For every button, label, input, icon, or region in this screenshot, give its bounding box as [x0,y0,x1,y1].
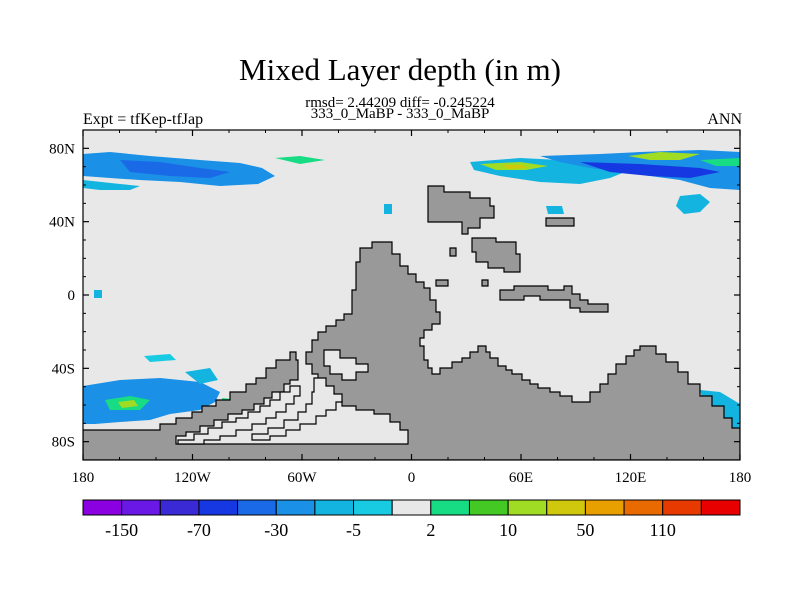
contour-patch [502,165,528,169]
land-mass [481,279,489,287]
land-mass [435,279,449,287]
colorbar-swatch [353,499,393,516]
land-mass [499,285,609,313]
colorbar-swatch [237,499,277,516]
channel [177,385,301,445]
land-masses [83,185,740,460]
stats-subtitle: rmsd= 2.44209 diff= -0.245224 [305,95,495,111]
contour-patch [384,204,392,214]
x-tick-label: 0 [408,470,416,486]
colorbar-label: -70 [187,520,211,540]
colorbar-swatch [700,499,741,516]
cases-subtitle: 333_0_MaBP - 333_0_MaBP [310,106,490,122]
colorbar-swatch [159,499,200,516]
contour-patch [185,368,218,384]
colorbar-label: 50 [576,520,594,540]
colorbar-swatch [198,499,239,516]
y-tick-label: 80N [49,141,75,157]
y-tick-label: 40S [52,361,75,377]
contour-patch [676,194,710,214]
contour-patch [144,354,176,362]
plot-title: Mixed Layer depth (in m) [239,52,561,87]
colorbar-label: -5 [346,520,361,540]
y-tick-label: 40N [49,215,75,231]
colorbar-swatch [391,499,432,516]
x-axis: 180 120W 60W 0 60E 120E 180 [72,130,752,486]
channel [323,349,369,381]
colorbar: -150 -70 -30 -5 2 10 50 110 [82,499,741,540]
colorbar-swatch [82,499,123,516]
contour-patch [628,152,700,160]
colorbar-label: 10 [499,520,517,540]
colorbar-swatch [546,499,586,516]
x-tick-label: 60E [509,470,533,486]
land-mass [545,217,575,227]
colorbar-swatch [507,499,548,516]
channel [251,377,343,441]
contour-patch [120,160,230,178]
contour-patch [546,206,564,214]
y-axis: 80N 40N 0 40S 80S [49,141,740,451]
colorbar-swatch [121,499,161,516]
experiment-label: Expt = tfKep-tfJap [83,111,204,128]
y-tick-label: 0 [68,288,76,304]
contour-patch [118,400,138,408]
x-tick-label: 120W [174,470,212,486]
colorbar-swatch [314,499,355,516]
colorbar-label: 2 [426,520,435,540]
colorbar-swatch [468,499,509,516]
colorbar-label: -150 [105,520,138,540]
land-mass [449,247,457,257]
y-tick-label: 80S [52,435,75,451]
colorbar-swatch [662,499,702,516]
x-tick-label: 60W [287,470,317,486]
land-mass [427,185,495,235]
x-tick-label: 120E [615,470,647,486]
contour-patch [94,290,102,298]
colorbar-label: 110 [650,520,676,540]
contour-patch [580,162,720,178]
colorbar-label: -30 [264,520,288,540]
map-area [83,130,740,460]
colorbar-swatch [430,499,470,516]
contour-patch [83,180,140,190]
land-mass [83,241,740,460]
x-tick-label: 180 [72,470,95,486]
contour-patch [83,378,220,424]
contour-patch [275,156,325,164]
x-tick-label: 180 [729,470,752,486]
colorbar-swatch [584,499,625,516]
land-mass [471,237,521,273]
colorbar-swatch [275,499,316,516]
colorbar-swatch [623,499,664,516]
season-label: ANN [707,111,742,128]
contour-patch [700,158,740,166]
